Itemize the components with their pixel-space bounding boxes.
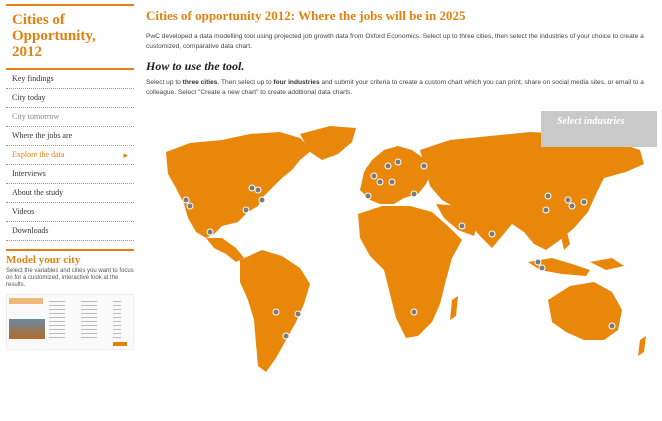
continents (166, 126, 646, 372)
nav-item-where-jobs-are[interactable]: Where the jobs are (6, 127, 134, 146)
thumbnail-column (113, 301, 121, 339)
madagascar-shape[interactable] (450, 296, 458, 320)
city-marker[interactable] (294, 310, 302, 318)
south-asia-shape[interactable] (436, 204, 478, 236)
north-america-shape[interactable] (166, 132, 312, 238)
main-content: Cities of opportunity 2012: Where the jo… (146, 8, 654, 97)
nav-item-city-tomorrow[interactable]: City tomorrow (6, 108, 134, 127)
africa-shape[interactable] (358, 206, 462, 338)
city-marker[interactable] (248, 184, 256, 192)
intro-text: PwC developed a data modelling tool usin… (146, 33, 644, 50)
city-marker[interactable] (608, 322, 616, 330)
city-marker[interactable] (364, 192, 372, 200)
chevron-right-icon: ▸ (123, 150, 128, 160)
city-marker[interactable] (182, 196, 190, 204)
thumbnail-header (9, 298, 43, 304)
city-marker[interactable] (282, 332, 290, 340)
howto-heading: How to use the tool. (146, 59, 245, 73)
city-marker[interactable] (258, 196, 266, 204)
nav-item-interviews[interactable]: Interviews (6, 165, 134, 184)
sidebar: Cities of Opportunity, 2012 Key findings… (6, 4, 134, 350)
select-industries-button[interactable]: Select industries (541, 111, 657, 147)
city-marker[interactable] (542, 206, 550, 214)
city-marker[interactable] (388, 178, 396, 186)
city-marker[interactable] (568, 202, 576, 210)
howto-emphasis: three cities (182, 79, 218, 86)
australia-shape[interactable] (548, 282, 622, 340)
city-marker[interactable] (370, 172, 378, 180)
city-marker[interactable] (410, 308, 418, 316)
howto-part: . Then select up to (217, 79, 274, 86)
model-description: Select the variables and cities you want… (6, 268, 134, 288)
page-title: Cities of opportunity 2012: Where the jo… (146, 8, 466, 23)
nav-item-key-findings[interactable]: Key findings (6, 70, 134, 89)
nav-item-city-today[interactable]: City today (6, 89, 134, 108)
city-marker[interactable] (410, 190, 418, 198)
indonesia-shape[interactable] (528, 258, 590, 276)
new-guinea-shape[interactable] (590, 258, 624, 270)
howto-text: Select up to three cities. Then select u… (146, 78, 654, 97)
city-marker[interactable] (242, 206, 250, 214)
model-heading[interactable]: Model your city (6, 254, 81, 266)
thumbnail-column (49, 301, 65, 339)
city-marker[interactable] (564, 196, 572, 204)
model-your-city-promo[interactable]: Model your city Select the variables and… (6, 249, 134, 350)
city-marker[interactable] (272, 308, 280, 316)
new-zealand-shape[interactable] (638, 336, 646, 356)
city-marker[interactable] (538, 264, 546, 272)
sidebar-nav: Key findings City today City tomorrow Wh… (6, 68, 134, 241)
city-marker[interactable] (394, 158, 402, 166)
greenland-shape[interactable] (300, 126, 356, 160)
city-marker[interactable] (254, 186, 262, 194)
thumbnail-photo (9, 319, 45, 339)
thumbnail-button (113, 342, 127, 346)
city-marker[interactable] (534, 258, 542, 266)
city-marker[interactable] (420, 162, 428, 170)
city-marker[interactable] (580, 198, 588, 206)
city-markers (182, 158, 616, 340)
thumbnail-column (81, 301, 97, 339)
city-marker[interactable] (206, 228, 214, 236)
nav-item-downloads[interactable]: Downloads (6, 222, 134, 241)
site-title-line: 2012 (12, 44, 42, 60)
howto-part: and submit your criteria to create a cus… (146, 79, 644, 96)
city-marker[interactable] (544, 192, 552, 200)
howto-emphasis: four industries (273, 79, 320, 86)
site-title-line: Opportunity, (12, 28, 96, 44)
city-marker[interactable] (186, 202, 194, 210)
city-marker[interactable] (458, 222, 466, 230)
city-marker[interactable] (488, 230, 496, 238)
nav-item-about-study[interactable]: About the study (6, 184, 134, 203)
site-title-line: Cities of (12, 12, 65, 28)
nav-item-explore-data[interactable]: Explore the data ▸ (6, 146, 134, 165)
howto-part: Select up to (146, 79, 183, 86)
philippines-shape[interactable] (560, 228, 570, 250)
nav-item-videos[interactable]: Videos (6, 203, 134, 222)
city-marker[interactable] (384, 162, 392, 170)
model-thumbnail-image[interactable] (6, 294, 134, 350)
central-america-shape[interactable] (206, 238, 244, 262)
nav-item-label: Explore the data (12, 150, 65, 159)
europe-shape[interactable] (360, 146, 432, 204)
site-title: Cities of Opportunity, 2012 (6, 4, 134, 68)
city-marker[interactable] (376, 178, 384, 186)
